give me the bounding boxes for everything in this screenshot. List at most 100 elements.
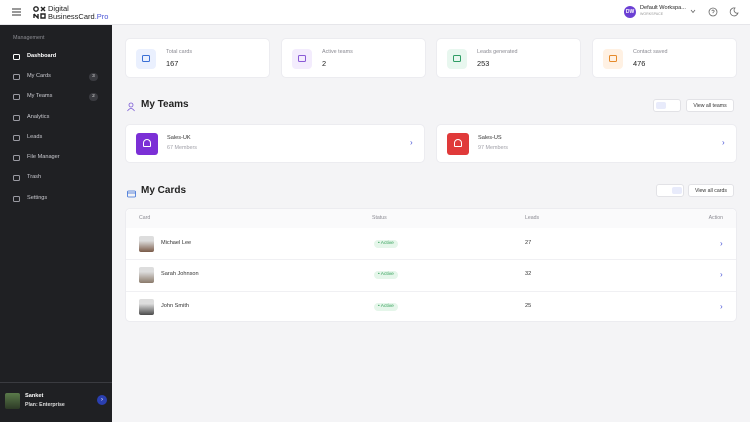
nav-icon xyxy=(13,94,20,100)
team-card[interactable]: Sales-UK 67 Members › xyxy=(125,124,425,163)
stat-value: 2 xyxy=(322,59,327,68)
team-members: 67 Members xyxy=(167,145,197,151)
teams-icon xyxy=(127,99,137,117)
workspace-name[interactable]: Default Workspa... xyxy=(640,5,686,11)
row-action[interactable]: › xyxy=(720,239,723,248)
status-pill: • Active xyxy=(374,303,398,311)
column-header: Status xyxy=(372,215,387,221)
nav-item[interactable]: Leads xyxy=(27,134,43,140)
stat-card: Contact saved 476 xyxy=(592,38,737,78)
sidebar: Management Sanket Plan: Enterprise › Das… xyxy=(0,25,112,422)
status-text: Active xyxy=(380,272,394,277)
stat-card: Active teams 2 xyxy=(281,38,426,78)
workspace-chevron[interactable] xyxy=(690,9,696,14)
team-icon xyxy=(447,133,469,155)
stat-icon xyxy=(292,49,312,69)
stat-icon-glyph xyxy=(453,55,461,62)
card-name: Sarah Johnson xyxy=(161,271,199,277)
stat-card: Leads generated 253 xyxy=(436,38,581,78)
status-text: Active xyxy=(380,241,394,246)
stat-card: Total cards 167 xyxy=(125,38,270,78)
user-name: Sanket xyxy=(25,393,44,399)
nav-item[interactable]: My Cards xyxy=(27,73,51,79)
nav-item[interactable]: Analytics xyxy=(27,114,50,120)
view-all-teams-button[interactable]: View all teams xyxy=(686,99,734,112)
nav-icon xyxy=(13,135,20,141)
nav-icon xyxy=(13,54,20,60)
row-action[interactable]: › xyxy=(720,302,723,311)
row-divider xyxy=(126,291,736,292)
row-action[interactable]: › xyxy=(720,270,723,279)
cards-table: Card Status Leads Action Michael Lee • Active… xyxy=(125,208,737,322)
table-header xyxy=(126,209,736,228)
nav-item[interactable]: Dashboard xyxy=(27,53,57,59)
view-all-cards-button[interactable]: View all cards xyxy=(688,184,734,197)
nav-icon xyxy=(13,175,20,181)
stat-label: Leads generated xyxy=(477,49,518,55)
nav-icon xyxy=(13,155,20,161)
card-name: Michael Lee xyxy=(161,240,192,246)
stat-label: Total cards xyxy=(166,49,193,55)
logo-icon xyxy=(33,6,46,19)
stat-icon-glyph xyxy=(609,55,617,62)
column-header: Card xyxy=(139,215,151,221)
team-name: Sales-UK xyxy=(167,135,191,141)
logo-line2: BusinessCard.Pro xyxy=(48,13,108,21)
nav-badge: 2 xyxy=(89,93,98,101)
row-divider xyxy=(126,259,736,260)
workspace-caption: WORKSPACE xyxy=(640,12,664,16)
card-leads: 25 xyxy=(525,303,532,309)
divider xyxy=(0,382,112,383)
column-header: Action xyxy=(708,215,723,221)
nav-icon xyxy=(13,115,20,121)
user-avatar xyxy=(5,393,20,409)
nav-item[interactable]: Trash xyxy=(27,174,42,180)
logo-suffix: .Pro xyxy=(94,12,109,21)
stat-value: 476 xyxy=(633,59,646,68)
help-icon[interactable] xyxy=(708,7,718,17)
stat-icon xyxy=(603,49,623,69)
workspace-avatar[interactable]: DW xyxy=(624,6,636,18)
status-pill: • Active xyxy=(374,240,398,248)
cards-icon xyxy=(127,186,137,204)
team-chevron[interactable]: › xyxy=(410,138,413,147)
card-leads: 32 xyxy=(525,271,532,277)
stat-value: 253 xyxy=(477,59,490,68)
section-label: Management xyxy=(13,35,45,41)
logo-line1: Digital xyxy=(48,4,69,13)
user-menu-button[interactable]: › xyxy=(97,395,107,405)
menu-icon[interactable] xyxy=(12,8,21,16)
column-header: Leads xyxy=(525,215,540,221)
nav-icon xyxy=(13,74,20,80)
cards-title: My Cards xyxy=(141,185,187,196)
nav-badge: 3 xyxy=(89,73,98,81)
card-avatar xyxy=(139,299,154,315)
stat-icon xyxy=(447,49,467,69)
stat-icon-glyph xyxy=(142,55,150,62)
cards-view-toggle[interactable] xyxy=(656,184,684,197)
status-text: Active xyxy=(380,304,394,309)
stat-icon-glyph xyxy=(298,55,306,62)
status-pill: • Active xyxy=(374,271,398,279)
stat-value: 167 xyxy=(166,59,179,68)
team-members: 97 Members xyxy=(478,145,508,151)
card-name: John Smith xyxy=(161,303,189,309)
stat-label: Contact saved xyxy=(633,49,668,55)
theme-toggle[interactable] xyxy=(729,7,739,17)
card-avatar xyxy=(139,236,154,252)
card-leads: 27 xyxy=(525,240,532,246)
team-card[interactable]: Sales-US 97 Members › xyxy=(436,124,737,163)
card-avatar xyxy=(139,267,154,283)
team-name: Sales-US xyxy=(478,135,502,141)
team-icon xyxy=(136,133,158,155)
nav-item[interactable]: File Manager xyxy=(27,154,60,160)
team-icon-glyph xyxy=(143,139,151,147)
nav-item[interactable]: Settings xyxy=(27,195,48,201)
logo-text: BusinessCard xyxy=(48,12,95,21)
nav-item[interactable]: My Teams xyxy=(27,93,53,99)
teams-view-toggle[interactable] xyxy=(653,99,681,112)
teams-title: My Teams xyxy=(141,99,189,110)
stat-label: Active teams xyxy=(322,49,353,55)
team-chevron[interactable]: › xyxy=(722,138,725,147)
